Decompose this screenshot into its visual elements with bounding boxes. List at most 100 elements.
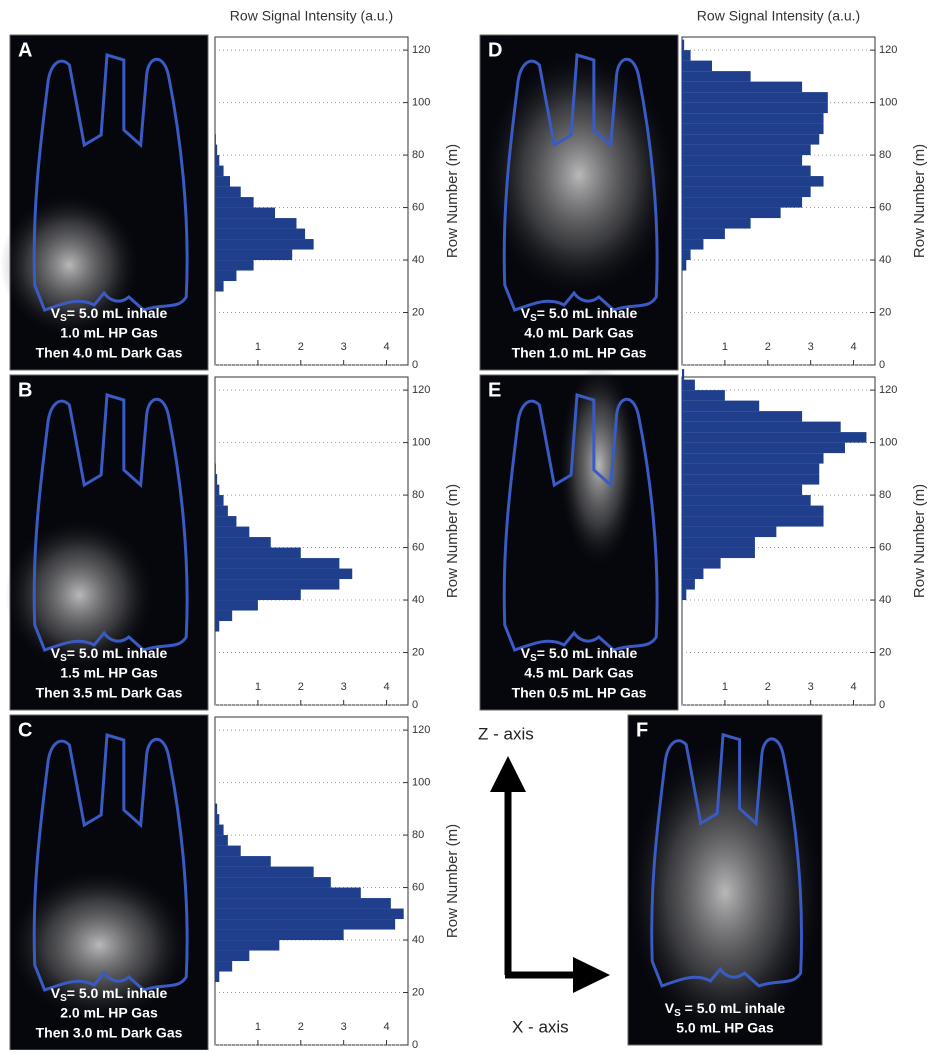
x-axis-label: X - axis [512, 1017, 569, 1036]
profile-bar [682, 505, 824, 517]
y-tick-label: 100 [879, 437, 897, 449]
formula-part: V [521, 645, 531, 661]
profile-bar [682, 260, 687, 271]
profile-bar [682, 207, 781, 219]
profile-bar [215, 961, 233, 972]
x-tick-label: 2 [765, 341, 771, 353]
x-tick-label: 1 [722, 341, 728, 353]
x-tick-label: 4 [383, 341, 389, 353]
profile-bar [682, 411, 803, 422]
y-tick-label: 20 [412, 646, 424, 658]
caption: 2.0 mL HP Gas [60, 1005, 158, 1021]
caption: Then 3.0 mL Dark Gas [36, 1025, 183, 1041]
lung-outline [502, 393, 659, 652]
profile-bar [682, 155, 803, 166]
profile-bar [215, 260, 254, 271]
formula: VS= 5.0 mL inhale [521, 645, 638, 664]
profile-bar [215, 600, 258, 611]
profile-bar [215, 484, 220, 496]
caption: 4.5 mL Dark Gas [524, 665, 634, 681]
y-axis-title: Row Number (m) [444, 144, 461, 258]
subscript: S [60, 653, 67, 664]
subscript: S [530, 313, 537, 324]
formula: VS= 5.0 mL inhale [521, 305, 638, 324]
profile-bar [215, 898, 391, 909]
profile-bar [215, 281, 224, 292]
profile-bar [215, 908, 404, 920]
profile-bar [215, 495, 224, 506]
profile-bar [215, 474, 218, 485]
caption: Then 4.0 mL Dark Gas [36, 345, 183, 361]
y-axis-title: Row Number (m) [911, 144, 928, 258]
y-tick-label: 0 [412, 699, 418, 711]
x-arrowhead [573, 957, 610, 993]
profile-bar [682, 516, 824, 527]
profile-bar [215, 621, 220, 632]
profile-bar [682, 579, 695, 590]
formula: VS= 5.0 mL inhale [51, 645, 168, 664]
y-tick-label: 60 [412, 201, 424, 213]
formula: VS= 5.0 mL inhale [51, 985, 168, 1004]
panel-letter: F [636, 719, 648, 741]
profile-bar [682, 102, 828, 114]
profile-bar [215, 134, 216, 145]
lung-view [5, 393, 189, 670]
profile-bar [682, 165, 811, 177]
profile-bar [682, 390, 725, 401]
profile-bar [215, 814, 220, 825]
profile-bar [215, 176, 231, 187]
lung-view [628, 732, 822, 1041]
y-tick-label: 120 [879, 384, 897, 396]
y-axis-title: Row Number (m) [444, 484, 461, 598]
caption: 4.0 mL Dark Gas [524, 325, 634, 341]
x-tick-label: 2 [298, 1021, 304, 1033]
x-tick-label: 1 [722, 681, 728, 693]
y-tick-label: 120 [412, 44, 430, 56]
y-tick-label: 60 [412, 881, 424, 893]
profile-bar [682, 144, 811, 156]
lung-view [484, 53, 674, 312]
profile-bar [215, 207, 276, 219]
formula-part: = 5.0 mL inhale [67, 985, 168, 1001]
formula: VS= 5.0 mL inhale [51, 305, 168, 324]
signal-glow [5, 520, 154, 670]
profile-bar [215, 526, 250, 538]
x-tick-label: 3 [341, 681, 347, 693]
plot-frame [214, 376, 409, 706]
profile-bar [682, 113, 824, 124]
y-tick-label: 20 [412, 986, 424, 998]
y-tick-label: 80 [879, 149, 891, 161]
profile-bar [215, 856, 271, 867]
x-tick-label: 3 [341, 1021, 347, 1033]
panel-letter: A [18, 39, 32, 61]
x-tick-label: 4 [850, 681, 856, 693]
y-tick-label: 80 [879, 489, 891, 501]
lung-outline [32, 393, 189, 652]
x-tick-label: 4 [850, 341, 856, 353]
profile-bar [682, 589, 687, 601]
y-axis-title: Row Number (m) [444, 824, 461, 938]
y-tick-label: 20 [412, 306, 424, 318]
formula-part: = 5.0 mL inhale [681, 1000, 786, 1016]
x-tick-label: 2 [298, 681, 304, 693]
caption: 1.0 mL HP Gas [60, 325, 158, 341]
profile-bar [682, 60, 713, 72]
x-tick-label: 1 [255, 681, 261, 693]
profile-bar [215, 589, 301, 601]
lung-outline [502, 53, 659, 312]
formula-part: = 5.0 mL inhale [537, 305, 638, 321]
profile-bar [215, 228, 306, 240]
profile-bar [682, 39, 685, 51]
panel-letter: B [18, 379, 32, 401]
profile-bar [215, 239, 314, 250]
profile-bar [682, 369, 685, 380]
profile-bar [682, 239, 704, 250]
y-tick-label: 100 [879, 97, 897, 109]
profile-bar [215, 463, 216, 475]
profile-bar [215, 155, 220, 166]
x-tick-label: 1 [255, 341, 261, 353]
y-axis-title: Row Number (m) [911, 484, 928, 598]
profile-bar [682, 547, 755, 559]
y-tick-label: 0 [412, 359, 418, 371]
